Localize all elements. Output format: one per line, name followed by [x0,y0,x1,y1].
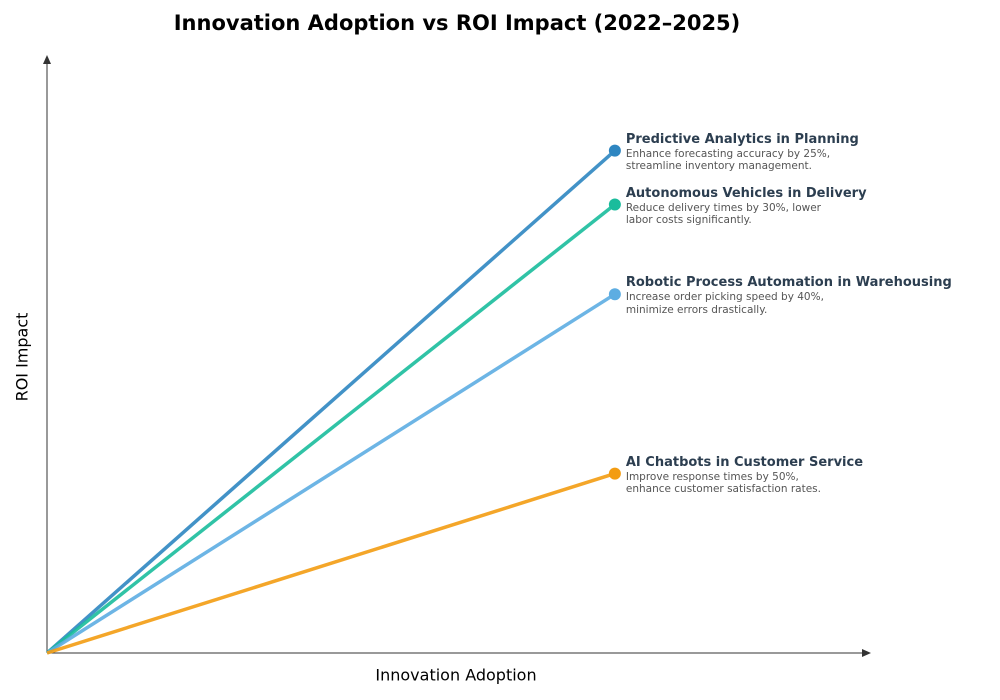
series-label: AI Chatbots in Customer Service Improve r… [626,455,986,496]
series-name: AI Chatbots in Customer Service [625,454,864,470]
series-line [46,471,616,655]
series-name: Robotic Process Automation in Warehousin… [625,275,952,291]
series-label: Predictive Analytics in Planning Enhance … [626,132,986,173]
series-description: Enhance forecasting accuracy by 25%, str… [625,147,831,173]
chart-title: Innovation Adoption vs ROI Impact (2022–… [174,11,741,35]
end-point [608,288,621,301]
series-description: Increase order picking speed by 40%, min… [625,291,824,316]
series-line [46,292,616,655]
series-description: Reduce delivery times by 30%, lower labo… [625,201,822,227]
y-axis-arrow [43,55,51,64]
series-label: Robotic Process Automation in Warehousin… [626,275,986,316]
series-label: Autonomous Vehicles in Delivery Reduce de… [626,186,986,227]
series-line [45,149,617,655]
y-axis-label: ROI Impact [13,313,32,402]
x-axis-label: Innovation Adoption [375,666,536,685]
series-name: Predictive Analytics in Planning [625,131,859,147]
series-name: Autonomous Vehicles in Delivery [625,185,867,201]
end-point [608,198,621,211]
end-point [608,467,621,480]
series-line [45,203,616,655]
x-axis-arrow [862,649,871,657]
series-description: Improve response times by 50%, enhance c… [625,470,821,496]
end-point [608,144,621,157]
